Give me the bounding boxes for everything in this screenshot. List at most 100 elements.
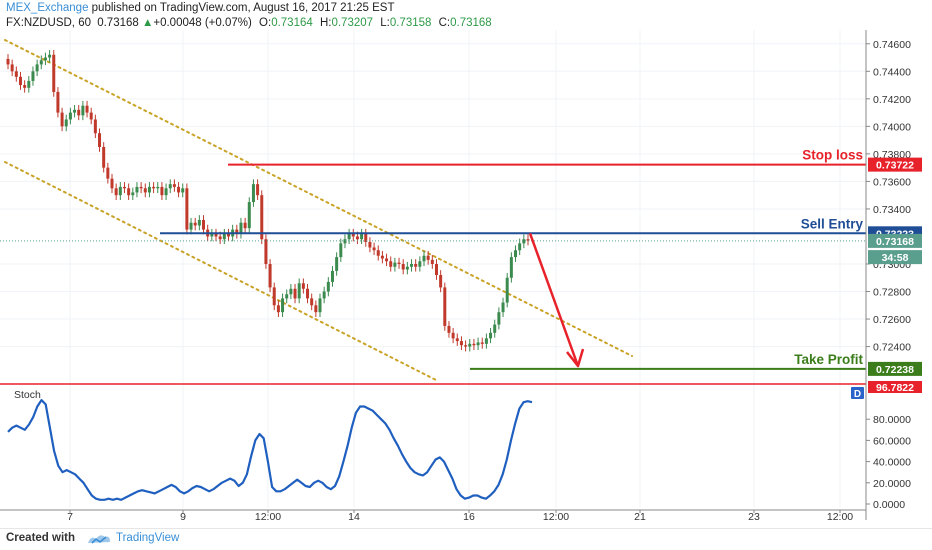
- candle-body: [48, 54, 52, 58]
- candle-body: [393, 262, 397, 267]
- stoch-line: [7, 399, 533, 501]
- candle-body: [168, 184, 172, 189]
- candle-body: [251, 184, 255, 203]
- candle-body: [351, 233, 355, 237]
- candle-body: [185, 188, 189, 230]
- candle-body: [505, 277, 509, 303]
- price-label-text: 0.72238: [876, 364, 914, 376]
- candle-body: [156, 186, 160, 189]
- price-axis[interactable]: 0.746000.744000.742000.740000.738000.736…: [865, 30, 922, 520]
- time-tick-label: 12:00: [543, 511, 569, 523]
- candle-body: [343, 239, 347, 244]
- sell-arrow[interactable]: [528, 232, 585, 368]
- candle-body: [372, 247, 376, 251]
- stoch-flag-box[interactable]: [851, 387, 864, 399]
- candle-body: [193, 222, 197, 226]
- publish-text: published on TradingView.com, August 16,…: [88, 2, 395, 14]
- stoch-tick-label: 80.0000: [873, 414, 911, 426]
- candle-body: [131, 192, 135, 196]
- time-tick-label: 23: [748, 511, 760, 523]
- candle-body: [93, 119, 97, 134]
- price-label-text: 34:58: [882, 252, 909, 264]
- time-tick-label: 12:00: [827, 511, 853, 523]
- footer: Created with TradingView: [0, 528, 932, 550]
- candle-body: [368, 241, 372, 248]
- candle-body: [239, 222, 243, 234]
- candle-body: [360, 233, 364, 240]
- candle-body: [147, 186, 151, 193]
- arrow-head[interactable]: [566, 348, 585, 368]
- candle-body: [514, 250, 518, 258]
- candle-body: [177, 186, 181, 193]
- change-value: +0.00048 (+0.07%): [153, 17, 252, 29]
- candle-body: [459, 341, 463, 346]
- candle-body: [443, 287, 447, 326]
- time-tick-label: 12:00: [255, 511, 281, 523]
- candle-body: [426, 255, 430, 260]
- price-tick-label: 0.72600: [873, 314, 911, 326]
- candle-body: [226, 233, 230, 237]
- candle-body: [210, 233, 214, 237]
- candle-body: [106, 167, 110, 179]
- level-lines[interactable]: Stop loss Sell Entry Take Profit: [0, 148, 866, 370]
- chart-canvas[interactable]: Stop loss Sell Entry Take Profit 80.0000 60…: [0, 0, 932, 528]
- candle-body: [306, 288, 310, 299]
- close-value: 0.73168: [450, 17, 492, 29]
- candle-body: [264, 239, 268, 264]
- candle-body: [256, 184, 260, 196]
- candle-body: [118, 186, 122, 196]
- stoch-flag-label[interactable]: D: [854, 389, 861, 400]
- candle-body: [202, 219, 206, 230]
- candle-body: [509, 257, 513, 278]
- price-tick-label: 0.72800: [873, 287, 911, 299]
- price-tick-label: 0.74000: [873, 121, 911, 133]
- candle-body: [364, 233, 368, 242]
- author-link[interactable]: MEX_Exchange: [6, 2, 89, 14]
- candle-body: [418, 261, 422, 267]
- stoch-tick-label: 60.0000: [873, 435, 911, 447]
- candle-body: [276, 305, 280, 313]
- price-tick-label: 0.74600: [873, 39, 911, 51]
- candle-body: [218, 236, 222, 240]
- candle-body: [164, 188, 168, 196]
- price-label-box: [868, 361, 922, 376]
- price-label-box: [868, 157, 922, 172]
- candle-body: [160, 186, 164, 196]
- channel-lower-line[interactable]: [4, 161, 439, 382]
- candle-body: [410, 264, 414, 267]
- candle-body: [60, 112, 64, 127]
- low-label: L:: [380, 17, 390, 29]
- arrow-shaft[interactable]: [528, 232, 580, 367]
- candle-body: [272, 287, 276, 306]
- price-tick-label: 0.72400: [873, 342, 911, 354]
- time-tick-label: 21: [634, 511, 646, 523]
- up-triangle-icon: ▲: [141, 17, 154, 29]
- close-label: C:: [438, 17, 451, 29]
- candle-body: [389, 261, 393, 267]
- price-label-box: [868, 250, 922, 265]
- candle-body: [405, 266, 409, 270]
- candle-body: [493, 324, 497, 333]
- candle-body: [297, 283, 301, 299]
- stoch-name-label: Stoch: [14, 389, 41, 401]
- candle-body: [285, 294, 289, 299]
- candle-body: [434, 264, 438, 276]
- candle-body: [518, 243, 522, 251]
- grid: [0, 30, 866, 508]
- candle-body: [56, 91, 60, 113]
- candle-body: [489, 332, 493, 339]
- candle-body: [422, 255, 426, 262]
- price-label-box: [868, 233, 922, 248]
- candle-body: [293, 288, 297, 299]
- tradingview-logo-icon[interactable]: [86, 532, 112, 546]
- candle-body: [339, 243, 343, 258]
- candle-body: [73, 109, 77, 113]
- trend-channel[interactable]: [4, 39, 633, 382]
- candle-body: [484, 338, 488, 344]
- candle-body: [480, 342, 484, 344]
- candle-body: [289, 288, 293, 295]
- tradingview-link[interactable]: TradingView: [116, 532, 180, 544]
- time-axis[interactable]: 7 9 12:00 14 16 12:00 21 23 12:00: [0, 509, 866, 523]
- candle-body: [522, 239, 526, 244]
- candle-body: [172, 184, 176, 187]
